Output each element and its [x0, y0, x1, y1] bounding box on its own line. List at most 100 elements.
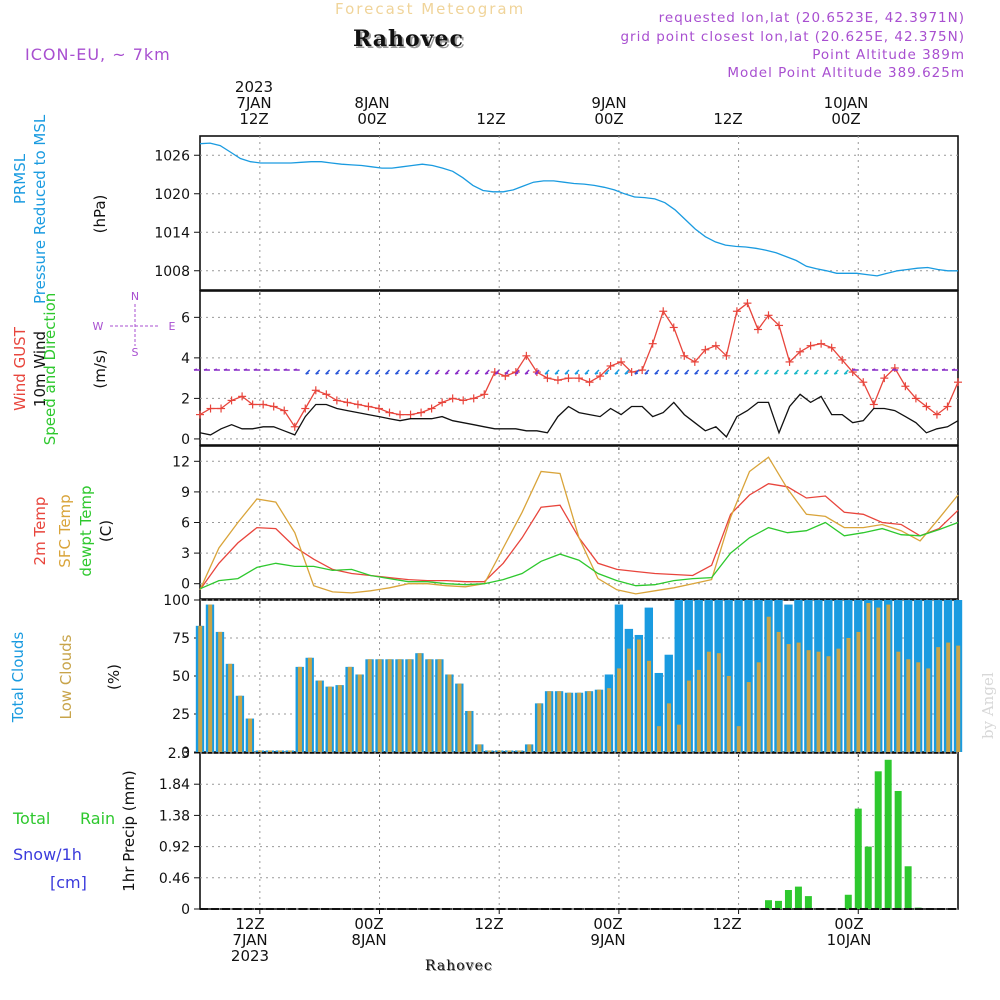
top-tick-label: 10JAN 00Z	[823, 94, 869, 128]
low-cloud-bar	[517, 750, 522, 752]
grid-point-coords: grid point closest lon,lat (20.625E, 42.…	[620, 29, 965, 45]
low-cloud-bar	[816, 651, 821, 752]
y-tick-label: 100	[163, 593, 190, 609]
low-cloud-bar	[756, 662, 761, 752]
y-tick-label: 1.84	[159, 777, 190, 793]
wind-direction-arrow	[624, 372, 629, 375]
requested-coords: requested lon,lat (20.6523E, 42.3971N)	[658, 10, 965, 26]
low-cloud-bar	[597, 689, 602, 752]
wind-direction-arrow	[554, 372, 559, 375]
low-cloud-bar	[726, 676, 731, 752]
wind-direction-arrow	[445, 372, 449, 375]
precip-snow-label: Snow/1h	[13, 845, 82, 864]
low-cloud-bar	[607, 688, 612, 752]
low-cloud-bar	[397, 659, 402, 752]
wind-direction-arrow	[891, 368, 896, 371]
wind-direction-arrow	[734, 372, 738, 375]
wind-direction-arrow	[263, 368, 268, 371]
rain-bar	[844, 894, 852, 909]
wind-direction-arrow	[744, 372, 748, 375]
wind-direction-arrow	[871, 368, 876, 371]
top-tick-label: 12Z	[713, 110, 743, 128]
y-tick-label: 75	[172, 631, 190, 647]
top-tick-label: 12Z	[476, 110, 506, 128]
wind-direction-arrow	[784, 372, 788, 375]
low-cloud-bar	[457, 683, 462, 752]
y-tick-label: 0	[181, 745, 190, 761]
wind-direction-arrow	[524, 372, 529, 375]
rain-bar	[874, 771, 882, 909]
wind-direction-arrow	[273, 368, 278, 371]
low-cloud-bar	[497, 750, 502, 752]
rain-bar	[784, 890, 792, 909]
wind-direction-arrow	[375, 372, 379, 375]
wind-direction-arrow	[415, 372, 419, 375]
rain-bar	[894, 790, 902, 909]
wind-direction-arrow	[193, 368, 198, 371]
low-cloud-bar	[357, 674, 362, 752]
wind-direction-arrow	[764, 372, 768, 375]
low-cloud-bar	[437, 659, 442, 752]
total-cloud-bar	[734, 600, 743, 752]
rain-bar	[854, 808, 862, 909]
svg-text:W: W	[93, 320, 104, 333]
y-tick-label: 0	[181, 432, 190, 448]
rain-bar	[794, 886, 802, 909]
wind-direction-arrow	[243, 368, 248, 371]
low-cloud-bar	[228, 663, 233, 752]
wind-direction-arrow	[425, 372, 429, 375]
wind-direction-arrow	[435, 372, 439, 375]
low-cloud-bar	[507, 750, 512, 752]
wind-direction-arrow	[534, 372, 539, 375]
wind-direction-arrow	[931, 368, 936, 371]
low-cloud-bar	[248, 718, 253, 752]
y-tick-label: 25	[172, 707, 190, 723]
low-cloud-bar	[417, 653, 422, 752]
low-cloud-bar	[806, 650, 811, 752]
low-cloud-bar	[567, 692, 572, 752]
low-cloud-bar	[656, 726, 661, 752]
wind-direction-arrow	[804, 372, 808, 375]
low-cloud-bar	[786, 644, 791, 752]
wind-direction-arrow	[484, 372, 489, 375]
bottom-tick-label: 12Z 7JAN 2023	[230, 915, 270, 965]
low-cloud-bar	[557, 691, 562, 752]
precip-snow-unit: [cm]	[50, 873, 87, 892]
wind-direction-arrow	[233, 368, 238, 371]
wind-direction-arrow	[355, 372, 359, 375]
y-tick-label: 9	[181, 485, 190, 501]
total-cloud-bar	[744, 600, 753, 752]
wind-direction-arrow	[754, 372, 758, 375]
low-cloud-bar	[736, 726, 741, 752]
bottom-tick-label: 00Z 10JAN	[826, 915, 872, 949]
low-cloud-bar	[617, 668, 622, 752]
wind-direction-arrow	[494, 372, 499, 375]
station-bottom-label: Rahovec	[425, 958, 493, 974]
low-cloud-bar	[387, 659, 392, 752]
low-cloud-bar	[946, 642, 951, 752]
low-cloud-bar	[826, 656, 831, 752]
series-line-sfc-temp	[199, 456, 959, 595]
low-cloud-bar	[287, 750, 292, 752]
y-tick-label: 12	[172, 454, 190, 470]
wind-direction-arrow	[325, 372, 329, 375]
low-cloud-bar	[856, 631, 861, 752]
low-cloud-bar	[627, 648, 632, 752]
rain-bar	[774, 900, 782, 909]
low-cloud-bar	[268, 750, 273, 752]
y-tick-label: 0	[181, 577, 190, 593]
y-tick-label: 1026	[154, 148, 190, 164]
wind-direction-arrow	[335, 372, 339, 375]
wind-direction-arrow	[921, 368, 926, 371]
wind-direction-arrow	[405, 372, 409, 375]
low-cloud-bar	[467, 710, 472, 752]
y-tick-label: 1008	[154, 264, 190, 280]
low-cloud-bar	[277, 750, 282, 752]
y-tick-label: 6	[181, 310, 190, 326]
compass-rose: N S W E	[90, 290, 180, 360]
low-cloud-bar	[676, 724, 681, 752]
wind-direction-arrow	[634, 372, 639, 375]
wind-direction-arrow	[475, 372, 479, 375]
y-tick-label: 1014	[154, 225, 190, 241]
